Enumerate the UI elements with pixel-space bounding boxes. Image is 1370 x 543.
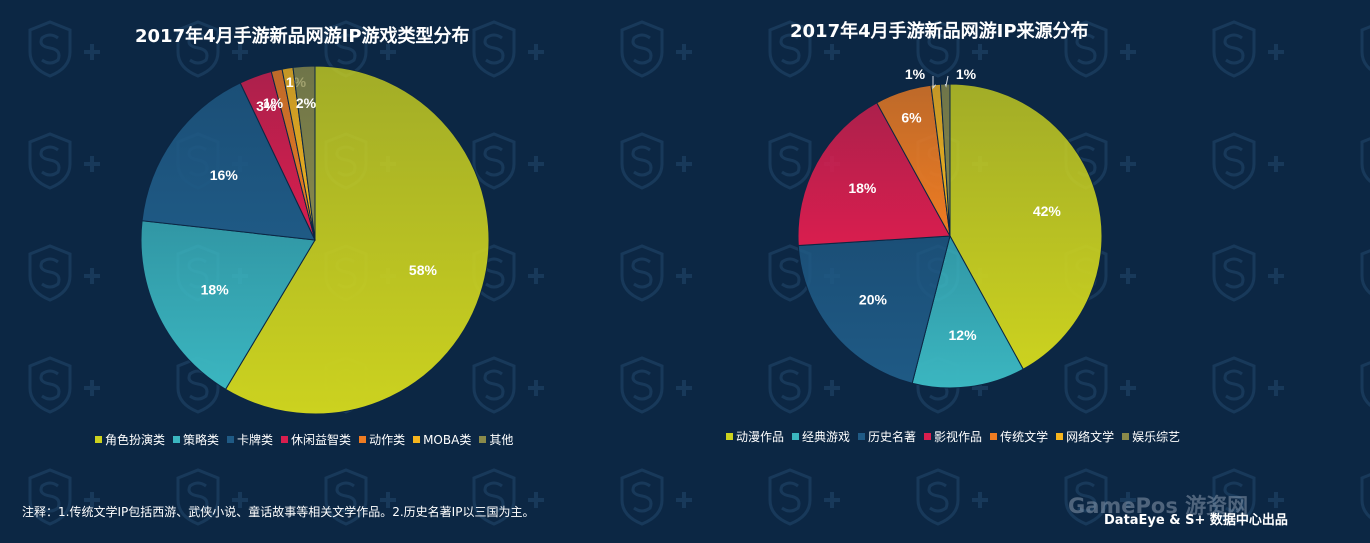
slice-label-休闲益智类: 3% bbox=[256, 98, 277, 114]
chart-title-source: 2017年4月手游新品网游IP来源分布 bbox=[790, 21, 1089, 42]
legend-item: MOBA类 bbox=[413, 431, 471, 448]
legend-label: 休闲益智类 bbox=[291, 433, 352, 447]
slice-label-传统文学: 6% bbox=[901, 109, 922, 125]
slice-label-角色扮演类: 58% bbox=[409, 262, 438, 278]
legend-label: 角色扮演类 bbox=[105, 433, 166, 447]
legend-swatch bbox=[990, 433, 998, 440]
legend-label: 历史名著 bbox=[868, 430, 917, 444]
legend-swatch bbox=[95, 436, 102, 443]
chart-title-type: 2017年4月手游新品网游IP游戏类型分布 bbox=[135, 26, 470, 47]
footnote: 注释：1.传统文学IP包括西游、武侠小说、童话故事等相关文学作品。2.历史名著I… bbox=[22, 505, 535, 519]
legend-item: 娱乐综艺 bbox=[1122, 428, 1180, 445]
watermark-text: GamePos 游资网 bbox=[1068, 494, 1249, 518]
legend-swatch bbox=[924, 433, 932, 440]
legend-label: 动作类 bbox=[369, 433, 406, 447]
legend-label: 传统文学 bbox=[1000, 430, 1049, 444]
legend-label: 经典游戏 bbox=[802, 430, 851, 444]
legend-label: 娱乐综艺 bbox=[1132, 430, 1181, 444]
legend-label: 动漫作品 bbox=[736, 430, 785, 444]
legend-label: 网络文学 bbox=[1066, 430, 1115, 444]
slice-label-动作类: 1% bbox=[263, 95, 284, 111]
legend-item: 影视作品 bbox=[924, 428, 982, 445]
legend-swatch bbox=[479, 436, 487, 443]
legend-label: 策略类 bbox=[183, 433, 220, 447]
slice-label-动漫作品: 42% bbox=[1033, 203, 1062, 219]
pie-chart-source: 42% 12% 20% 18% 6% 1% 1% bbox=[797, 66, 1103, 389]
pie-chart-type: 58%18%16%3%1%1%2% bbox=[140, 65, 490, 415]
legend-swatch bbox=[413, 436, 421, 443]
legend-swatch bbox=[359, 436, 367, 443]
legend-swatch bbox=[1122, 433, 1130, 440]
slice-label-其他: 2% bbox=[296, 95, 317, 111]
legend-item: 其他 bbox=[479, 431, 513, 448]
slice-label-卡牌类: 16% bbox=[210, 167, 239, 183]
legend-item: 休闲益智类 bbox=[281, 431, 351, 448]
legend-item: 动作类 bbox=[359, 431, 405, 448]
pie-slice-动漫作品 bbox=[949, 83, 1103, 370]
pie-slice-历史名著 bbox=[797, 235, 951, 384]
legend-label: 影视作品 bbox=[934, 430, 983, 444]
legend-item: 动漫作品 bbox=[726, 428, 784, 445]
legend-swatch bbox=[726, 433, 733, 440]
pie-slice-影视作品 bbox=[797, 102, 951, 247]
legend-swatch bbox=[792, 433, 800, 440]
pie-slice-经典游戏 bbox=[911, 234, 1024, 389]
legend-swatch bbox=[173, 436, 181, 443]
legend-item: 角色扮演类 bbox=[95, 431, 165, 448]
legend-item: 卡牌类 bbox=[227, 431, 273, 448]
slice-label-影视作品: 18% bbox=[848, 180, 877, 196]
legend-item: 历史名著 bbox=[858, 428, 916, 445]
leader-line-网络文学 bbox=[932, 76, 937, 90]
leader-line-娱乐综艺 bbox=[944, 75, 949, 88]
legend-item: 网络文学 bbox=[1056, 428, 1114, 445]
legend-label: MOBA类 bbox=[423, 433, 472, 447]
legend-swatch bbox=[281, 436, 289, 443]
legend-item: 策略类 bbox=[173, 431, 219, 448]
legend-source: 动漫作品 经典游戏 历史名著 影视作品 传统文学 网络文学 娱乐综艺 bbox=[726, 428, 1180, 445]
slice-label-历史名著: 20% bbox=[859, 292, 888, 308]
legend-label: 其他 bbox=[489, 433, 514, 447]
legend-swatch bbox=[858, 433, 866, 440]
legend-type: 角色扮演类 策略类 卡牌类 休闲益智类 动作类 MOBA类 其他 bbox=[95, 431, 513, 448]
slice-label-娱乐综艺: 1% bbox=[956, 66, 977, 82]
credit-text: DataEye & S+ 数据中心出品 bbox=[1104, 513, 1288, 528]
legend-item: 传统文学 bbox=[990, 428, 1048, 445]
legend-swatch bbox=[1056, 433, 1064, 440]
slice-label-策略类: 18% bbox=[201, 282, 230, 298]
legend-label: 卡牌类 bbox=[237, 433, 274, 447]
slice-label-网络文学: 1% bbox=[905, 66, 926, 82]
pie-slice-角色扮演类 bbox=[224, 65, 490, 415]
slice-label-经典游戏: 12% bbox=[949, 327, 978, 343]
legend-swatch bbox=[227, 436, 235, 443]
legend-item: 经典游戏 bbox=[792, 428, 850, 445]
pie-slice-其他 bbox=[292, 65, 316, 241]
pie-slice-卡牌类 bbox=[141, 82, 316, 241]
pie-slice-策略类 bbox=[140, 220, 316, 390]
